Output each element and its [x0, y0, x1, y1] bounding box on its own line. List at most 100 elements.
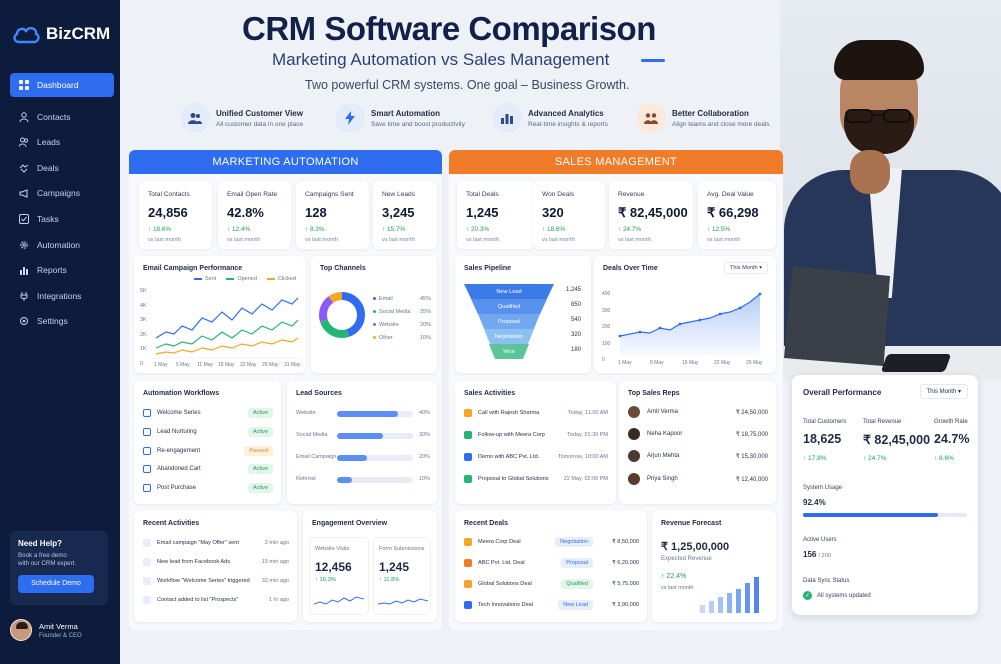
feature-title: Advanced Analytics: [528, 108, 604, 118]
chevron-down-icon: ▾: [957, 389, 961, 395]
lead-source-bar: [337, 455, 367, 461]
kpi-change: ↑ 20.3%: [466, 226, 490, 233]
card-title: Revenue Forecast: [661, 520, 722, 527]
card-title: Sales Activities: [464, 390, 516, 397]
lead-source-value: 20%: [418, 454, 430, 460]
donut-slice-other: [319, 292, 365, 338]
workflow-row[interactable]: Re-engagement Paused: [143, 444, 273, 458]
sidebar-item-dashboard[interactable]: Dashboard: [10, 73, 114, 97]
website-visits-tile[interactable]: Website Visits 12,456 ↑ 16.3%: [309, 537, 369, 615]
sidebar-item-deals[interactable]: Deals: [10, 156, 114, 180]
workflow-row[interactable]: Abandoned Cart Active: [143, 462, 273, 476]
kpi-card-campaigns-sent[interactable]: Campaigns Sent 128 ↑ 8.3% vs last month: [296, 181, 369, 249]
help-card: Need Help? Book a free demo with our CRM…: [10, 531, 108, 605]
marketing-heading: MARKETING AUTOMATION: [129, 150, 442, 174]
kpi-card-total-deals[interactable]: Total Deals 1,245 ↑ 20.3% vs last month: [457, 181, 535, 249]
deal-row[interactable]: Meera Corp Deal Negotiation ₹ 8,50,000: [464, 535, 639, 549]
chevron-down-icon: ▾: [759, 265, 762, 271]
system-usage-bar: [803, 513, 938, 517]
channel-row: Other 10%: [373, 335, 431, 341]
donut-slice-website: [319, 292, 365, 338]
forecast-change-sub: vs last month: [661, 585, 694, 591]
kpi-sub: vs last month: [618, 237, 651, 243]
email-campaign-card: Email Campaign Performance Sent Opened C…: [134, 256, 306, 373]
activity-row[interactable]: Contact added to list "Prospects" 1 hr ag…: [143, 593, 289, 607]
kpi-sub: vs last month: [382, 237, 415, 243]
activity-row[interactable]: Email campaign "May Offer" sent 2 min ago: [143, 536, 289, 550]
metric-value: 18,625: [803, 432, 842, 446]
system-usage-label: System Usage: [803, 485, 843, 491]
metric-label: Growth Rate: [934, 419, 968, 425]
period-dropdown[interactable]: This Month ▾: [919, 384, 968, 399]
schedule-demo-button[interactable]: Schedule Demo: [18, 574, 94, 593]
kpi-value: 128: [305, 205, 327, 220]
sidebar-item-label: Settings: [37, 316, 68, 327]
sidebar-item-campaigns[interactable]: Campaigns: [10, 181, 114, 205]
deals-area-chart: [618, 292, 762, 356]
workflow-row[interactable]: Welcome Series Active: [143, 406, 273, 420]
engagement-overview-card: Engagement Overview Website Visits 12,45…: [303, 511, 437, 622]
sidebar-item-settings[interactable]: Settings: [10, 309, 114, 333]
help-text-line2: with our CRM expert.: [18, 560, 77, 568]
kpi-card-email-open-rate[interactable]: Email Open Rate 42.8% ↑ 12.4% vs last mo…: [218, 181, 291, 249]
briefcase-icon: [464, 538, 472, 546]
activity-row[interactable]: Workflow "Welcome Series" triggered 32 mi…: [143, 574, 289, 588]
metric-value: 12,456: [315, 560, 352, 574]
channel-row: Website 20%: [373, 322, 431, 328]
user-profile[interactable]: Amit Verma Founder & CEO: [10, 619, 82, 641]
rep-row[interactable]: Priya Singh ₹ 12,40,000: [628, 472, 768, 486]
deal-row[interactable]: ABC Pvt. Ltd. Deal Proposal ₹ 6,20,000: [464, 556, 639, 570]
kpi-card-won-deals[interactable]: Won Deals 320 ↑ 18.6% vs last month: [533, 181, 605, 249]
person-hair: [834, 40, 924, 80]
funnel-stage-new-lead: New Lead: [464, 284, 554, 299]
rep-row[interactable]: Neha Kapoor ₹ 18,75,000: [628, 427, 768, 441]
kpi-label: Avg. Deal Value: [707, 191, 754, 198]
status-badge: Active: [248, 483, 273, 493]
brand-logo[interactable]: BizCRM: [12, 24, 110, 44]
kpi-card-new-leads[interactable]: New Leads 3,245 ↑ 15.7% vs last month: [373, 181, 437, 249]
kpi-card-avg-deal-value[interactable]: Avg. Deal Value ₹ 66,298 ↑ 12.5% vs last…: [698, 181, 776, 249]
sidebar-item-integrations[interactable]: Integrations: [10, 284, 114, 308]
recent-deals-card: Recent Deals Meera Corp Deal Negotiation ₹…: [455, 511, 647, 622]
help-title: Need Help?: [18, 539, 63, 548]
status-badge: Active: [248, 408, 273, 418]
kpi-sub: vs last month: [305, 237, 338, 243]
sales-activity-row[interactable]: Call with Rajesh Sharma Today, 11:00 AM: [464, 406, 608, 420]
card-title: Sales Pipeline: [464, 265, 512, 272]
forecast-value: ₹ 1,25,00,000: [661, 541, 730, 553]
sales-activity-row[interactable]: Follow-up with Meera Corp Today, 01:30 PM: [464, 428, 608, 442]
form-submissions-tile[interactable]: Form Submissions 1,245 ↑ 11.8%: [373, 537, 431, 615]
kpi-card-revenue[interactable]: Revenue ₹ 82,45,000 ↑ 24.7% vs last mont…: [609, 181, 693, 249]
period-dropdown[interactable]: This Month ▾: [723, 262, 768, 274]
kpi-label: Revenue: [618, 191, 645, 198]
sidebar-item-reports[interactable]: Reports: [10, 258, 114, 282]
settings-icon: [20, 317, 28, 326]
deal-row[interactable]: Tech Innovations Deal New Lead ₹ 3,90,000: [464, 598, 639, 612]
kpi-card-total-contacts[interactable]: Total Contacts 24,856 ↑ 18.6% vs last mo…: [139, 181, 212, 249]
sidebar-item-leads[interactable]: Leads: [10, 130, 114, 154]
deal-row[interactable]: Global Solutions Deal Qualified ₹ 5,75,000: [464, 577, 639, 591]
workflow-row[interactable]: Post Purchase Active: [143, 481, 273, 495]
lead-source-label: Referral: [296, 476, 316, 482]
workflow-icon: [143, 484, 151, 492]
card-title: Deals Over Time: [603, 265, 658, 272]
sidebar-item-label: Dashboard: [37, 80, 79, 90]
activity-row[interactable]: New lead from Facebook Ads 15 min ago: [143, 555, 289, 569]
automation-workflows-card: Automation Workflows Welcome Series Activ…: [134, 381, 281, 504]
sidebar-item-automation[interactable]: Automation: [10, 233, 114, 257]
sales-activity-row[interactable]: Proposal to Global Solutions 22 May, 02:0…: [464, 472, 608, 486]
sales-activity-row[interactable]: Demo with ABC Pvt. Ltd. Tomorrow, 10:00 A…: [464, 450, 608, 464]
lead-source-value: 40%: [418, 410, 430, 416]
feature-advanced-analytics: Advanced Analytics Real-time insights & …: [492, 103, 608, 133]
sidebar-item-contacts[interactable]: Contacts: [10, 105, 114, 129]
kpi-sub: vs last month: [466, 237, 499, 243]
rep-row[interactable]: Arjun Mehta ₹ 15,30,000: [628, 449, 768, 463]
funnel-stage-negotiation: Negotiation: [484, 329, 534, 344]
funnel-stage-won: Won: [489, 344, 529, 359]
workflow-row[interactable]: Lead Nurturing Active: [143, 425, 273, 439]
email-line-chart: [152, 297, 302, 359]
lead-source-label: Email Campaign: [296, 454, 337, 460]
sidebar-item-tasks[interactable]: Tasks: [10, 207, 114, 231]
sidebar-item-label: Tasks: [37, 213, 59, 224]
rep-row[interactable]: Amit Verma ₹ 24,50,000: [628, 405, 768, 419]
